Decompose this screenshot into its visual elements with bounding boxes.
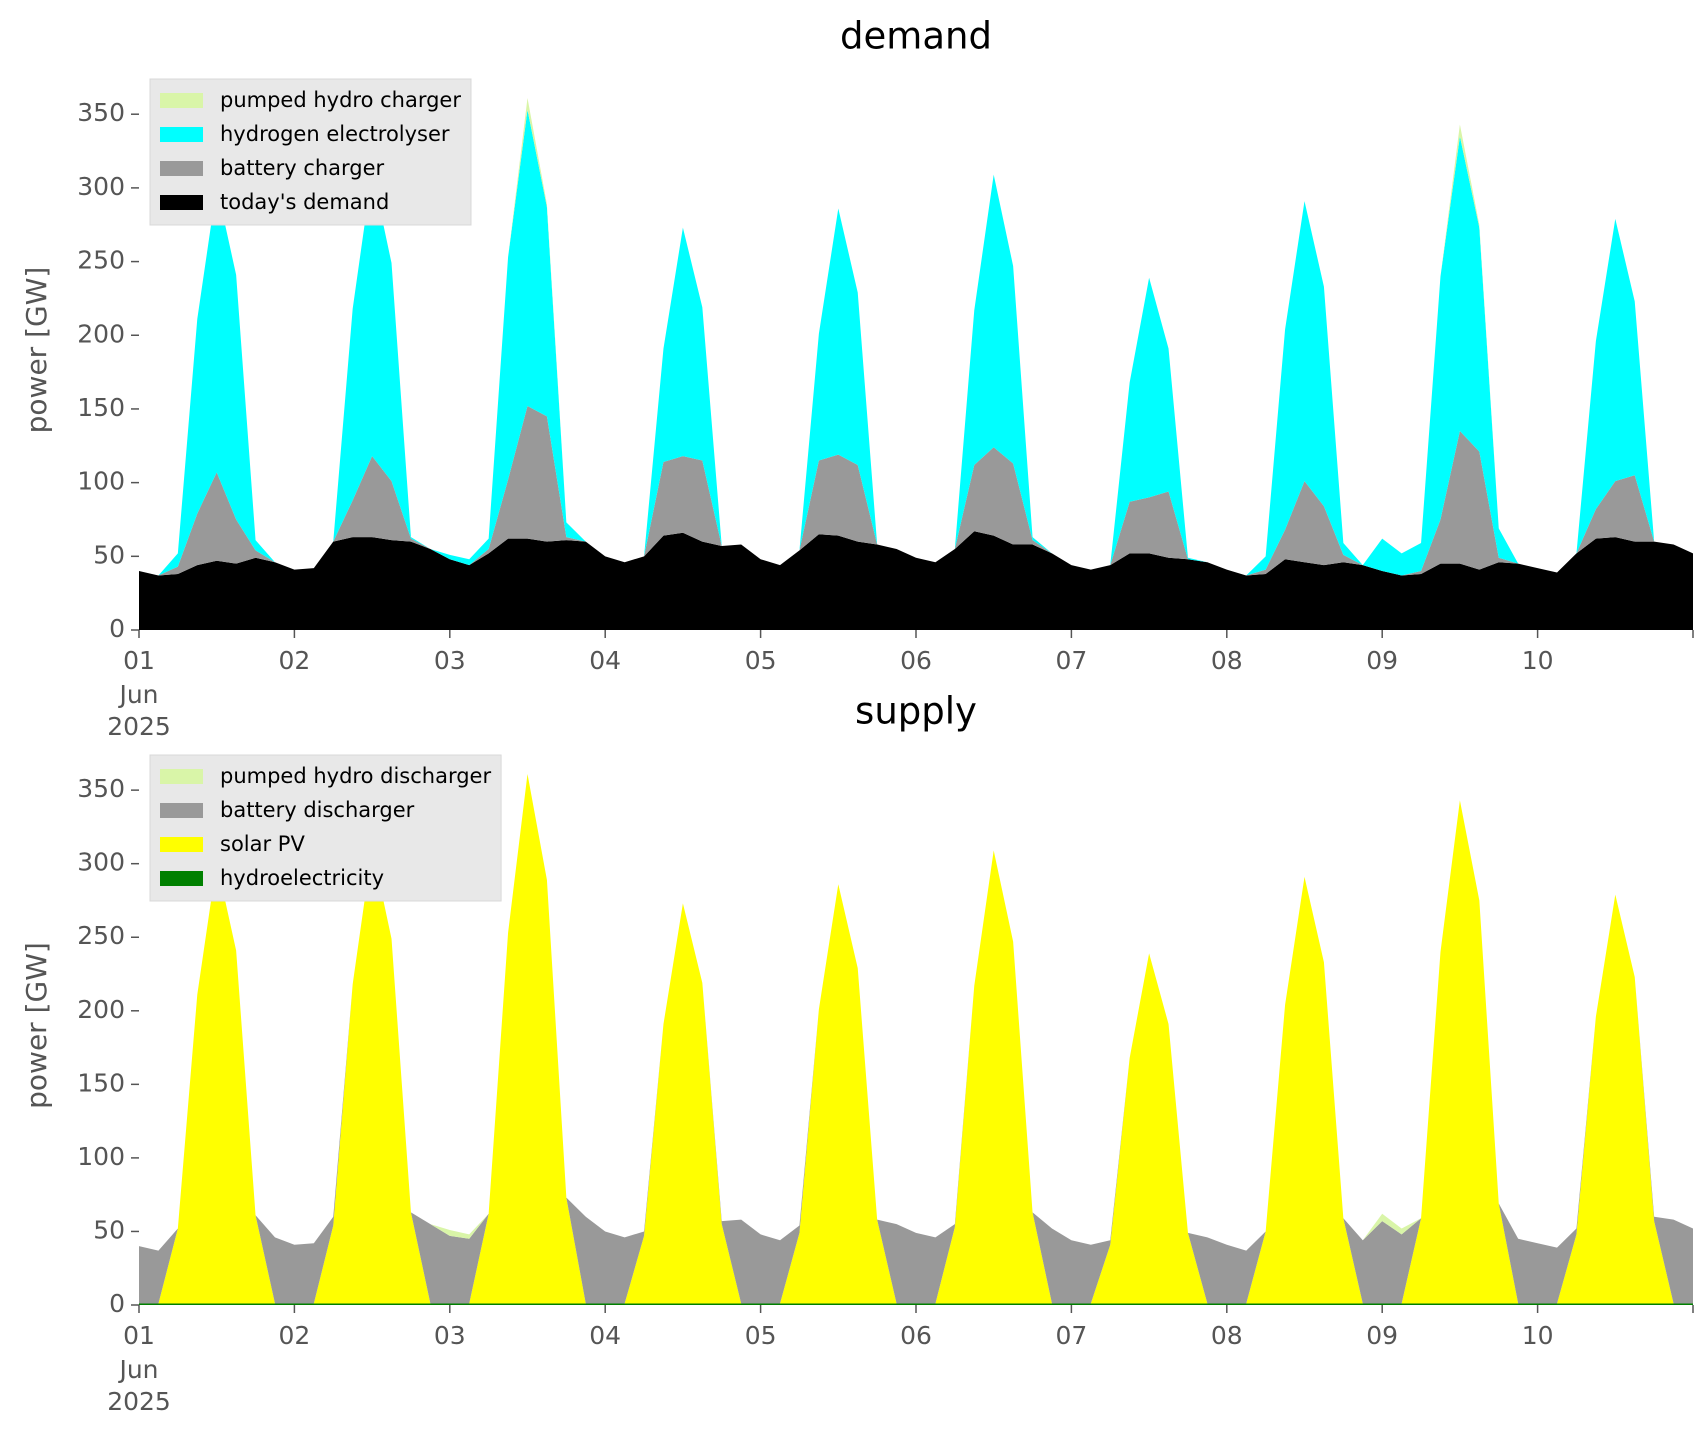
x-tick-label: 02 xyxy=(278,646,310,675)
legend-swatch xyxy=(160,769,203,784)
y-tick-label: 300 xyxy=(77,172,125,201)
x-tick-label: 10 xyxy=(1522,646,1554,675)
x-tick-label: 09 xyxy=(1366,1321,1398,1350)
legend-swatch xyxy=(160,127,203,142)
legend-label: pumped hydro discharger xyxy=(220,764,491,788)
chart-title: demand xyxy=(840,15,992,58)
legend-label: today's demand xyxy=(220,190,389,214)
y-tick-label: 350 xyxy=(77,774,125,803)
x-tick-label: 06 xyxy=(900,646,932,675)
y-tick-label: 150 xyxy=(77,1068,125,1097)
legend-box xyxy=(149,754,502,902)
x-tick-label: 07 xyxy=(1055,1321,1087,1350)
x-month-label: Jun xyxy=(117,680,158,709)
y-tick-label: 200 xyxy=(77,995,125,1024)
area xyxy=(139,1303,1693,1305)
legend-swatch xyxy=(160,161,203,176)
legend-swatch xyxy=(160,93,203,108)
y-tick-label: 300 xyxy=(77,848,125,877)
y-tick-label: 350 xyxy=(77,98,125,127)
legend-swatch xyxy=(160,871,203,886)
legend-label: solar PV xyxy=(220,832,305,856)
area xyxy=(139,531,1693,630)
legend-label: pumped hydro charger xyxy=(220,88,461,112)
x-tick-label: 09 xyxy=(1366,646,1398,675)
x-tick-label: 03 xyxy=(434,1321,466,1350)
x-month-label: Jun xyxy=(117,1355,158,1384)
y-tick-label: 100 xyxy=(77,467,125,496)
y-tick-label: 50 xyxy=(93,1215,125,1244)
legend-label: battery charger xyxy=(220,156,385,180)
x-tick-label: 06 xyxy=(900,1321,932,1350)
y-axis-label: power [GW] xyxy=(20,267,53,434)
legend-box xyxy=(149,78,472,226)
x-tick-label: 08 xyxy=(1211,1321,1243,1350)
x-tick-label: 03 xyxy=(434,646,466,675)
legend-label: hydroelectricity xyxy=(220,866,384,890)
x-tick-label: 04 xyxy=(589,1321,621,1350)
x-tick-label: 01 xyxy=(123,646,155,675)
y-axis-label: power [GW] xyxy=(20,942,53,1109)
x-tick-label: 02 xyxy=(278,1321,310,1350)
y-tick-label: 0 xyxy=(109,1289,125,1318)
legend-swatch xyxy=(160,803,203,818)
y-tick-label: 250 xyxy=(77,246,125,275)
y-tick-label: 200 xyxy=(77,319,125,348)
x-tick-label: 08 xyxy=(1211,646,1243,675)
x-tick-label: 05 xyxy=(745,646,777,675)
chart-title: supply xyxy=(855,690,977,733)
x-tick-label: 01 xyxy=(123,1321,155,1350)
x-tick-label: 04 xyxy=(589,646,621,675)
legend-label: hydrogen electrolyser xyxy=(220,122,450,146)
x-tick-label: 07 xyxy=(1055,646,1087,675)
x-tick-label: 10 xyxy=(1522,1321,1554,1350)
x-year-label: 2025 xyxy=(107,1387,171,1416)
legend-label: battery discharger xyxy=(220,798,415,822)
x-year-label: 2025 xyxy=(107,712,171,741)
area xyxy=(139,109,1693,576)
legend-swatch xyxy=(160,195,203,210)
x-tick-label: 05 xyxy=(745,1321,777,1350)
area xyxy=(139,773,1693,1304)
y-tick-label: 100 xyxy=(77,1142,125,1171)
area xyxy=(139,773,1693,1304)
area xyxy=(139,406,1693,576)
y-tick-label: 250 xyxy=(77,921,125,950)
legend-swatch xyxy=(160,837,203,852)
y-tick-label: 50 xyxy=(93,540,125,569)
y-tick-label: 0 xyxy=(109,614,125,643)
y-tick-label: 150 xyxy=(77,393,125,422)
